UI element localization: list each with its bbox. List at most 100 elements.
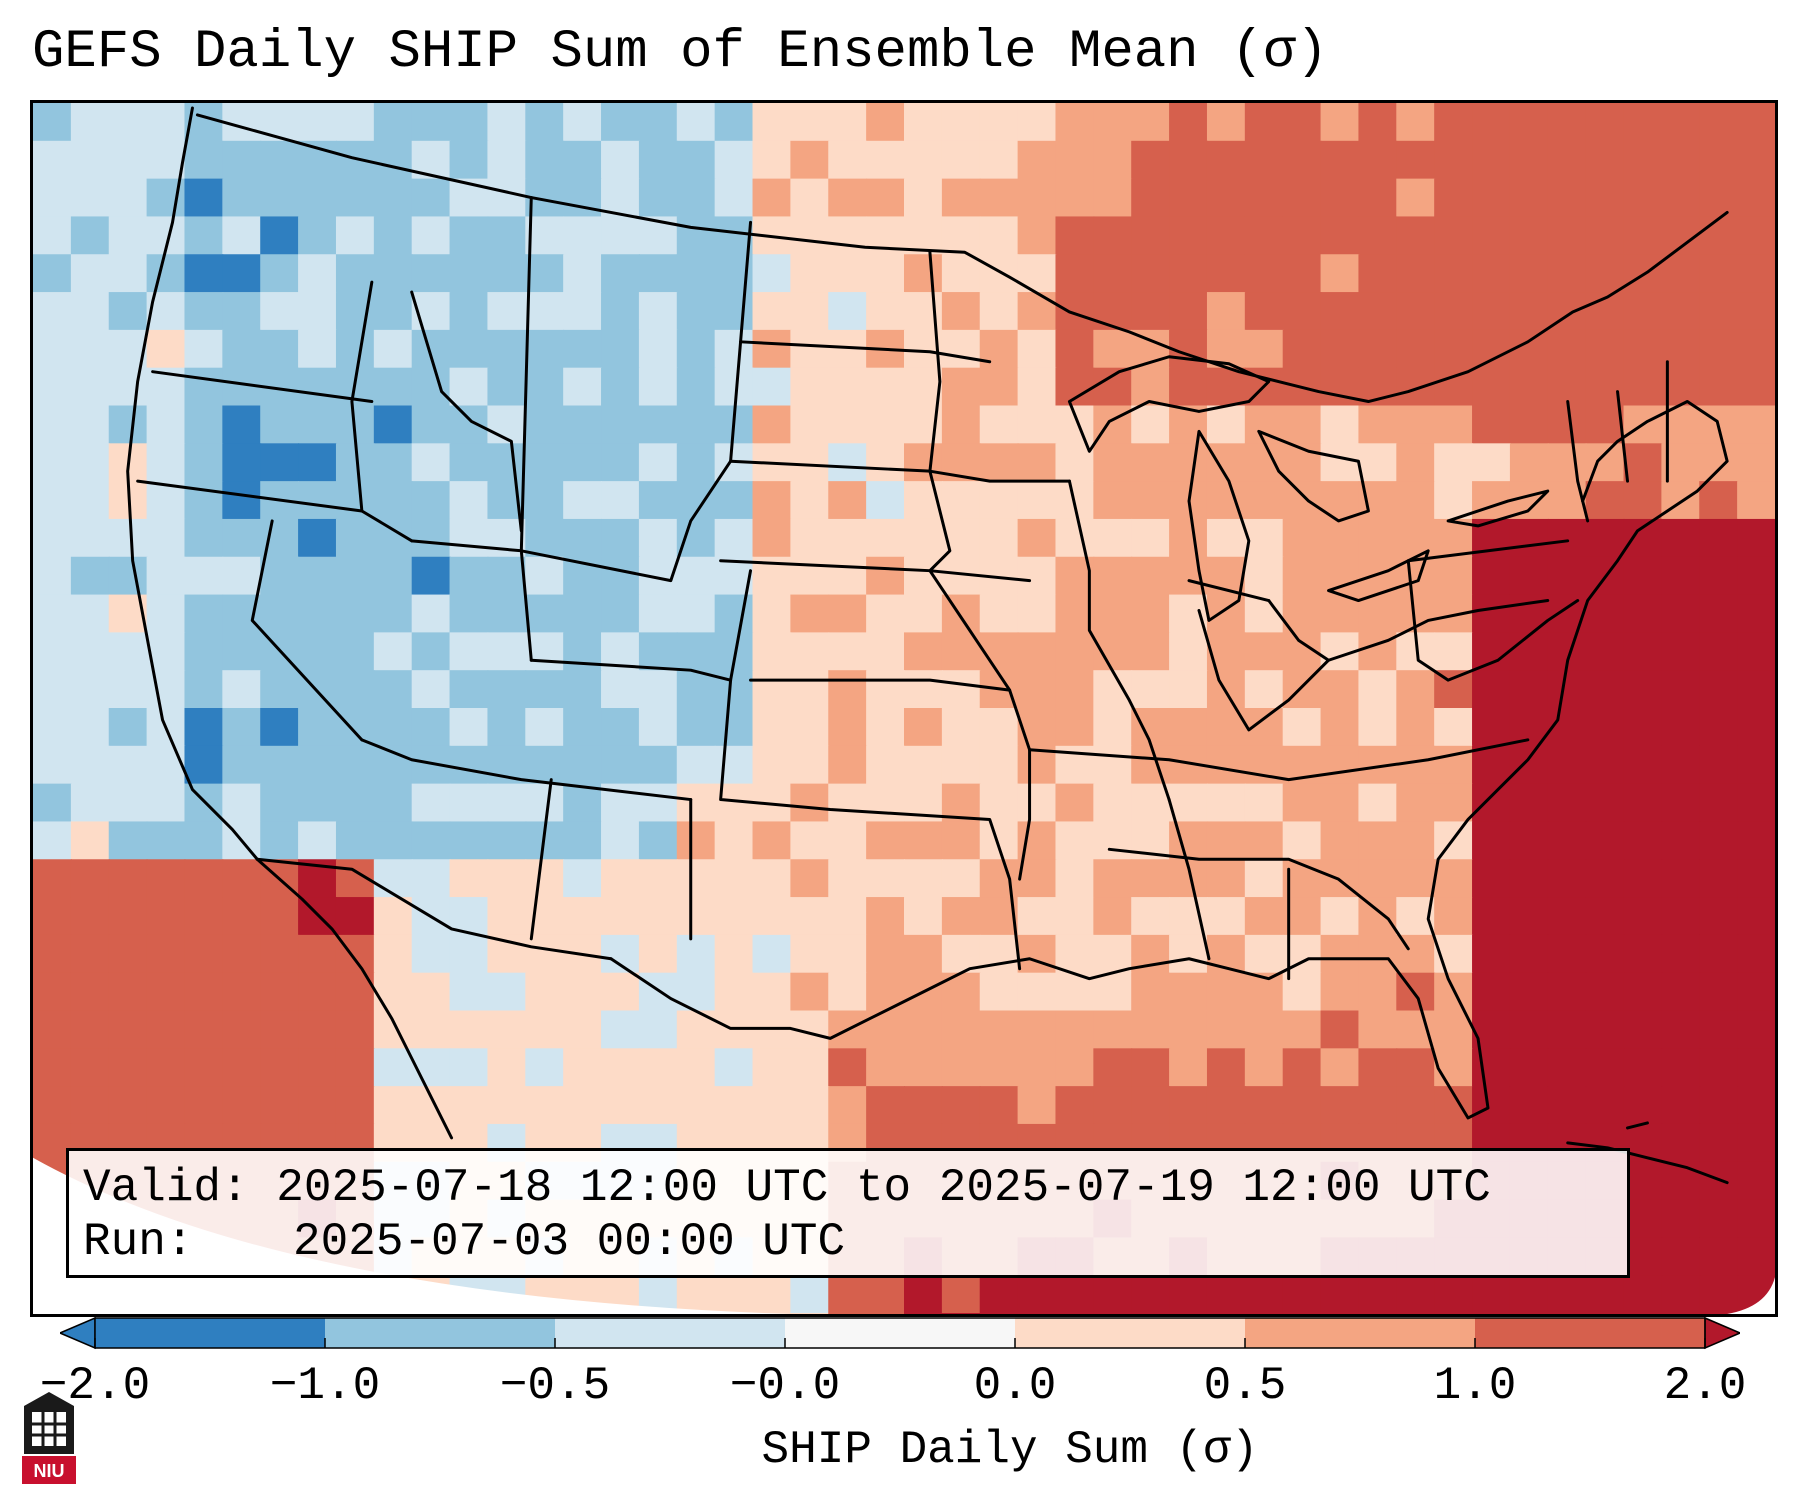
field-cell	[298, 329, 337, 369]
field-cell	[1169, 518, 1208, 558]
field-cell	[1623, 367, 1663, 407]
field-cell	[676, 367, 716, 407]
field-cell	[260, 594, 300, 634]
field-cell	[1169, 1010, 1208, 1050]
field-cell	[1547, 934, 1587, 974]
field-cell	[1017, 1048, 1057, 1088]
field-cell	[941, 1275, 981, 1314]
field-cell	[1623, 594, 1663, 634]
field-cell	[941, 405, 981, 445]
field-cell	[1358, 216, 1398, 256]
field-cell	[146, 140, 186, 180]
field-cell	[1661, 859, 1701, 899]
field-cell	[601, 1086, 640, 1125]
field-cell	[676, 518, 716, 558]
field-cell	[70, 972, 110, 1012]
field-cell	[1623, 897, 1663, 936]
field-cell	[1131, 178, 1171, 218]
run-label: Run:	[83, 1216, 194, 1268]
field-cell	[1055, 783, 1095, 823]
field-cell	[638, 1086, 678, 1125]
field-cell	[449, 292, 489, 331]
field-cell	[1699, 821, 1739, 861]
field-cell	[828, 518, 868, 558]
field-cell	[1358, 405, 1398, 445]
field-cell	[1244, 1313, 1284, 1314]
field-cell	[184, 1086, 224, 1125]
field-cell	[790, 859, 830, 899]
field-cell	[1169, 443, 1208, 483]
field-cell	[260, 670, 300, 709]
field-cell	[1434, 556, 1474, 596]
field-cell	[1396, 140, 1436, 180]
projection-edge-right	[1727, 1277, 1775, 1314]
field-cell	[1699, 745, 1739, 785]
field-cell	[904, 670, 943, 709]
field-cell	[790, 140, 830, 180]
field-cell	[1282, 103, 1322, 142]
field-cell	[1244, 821, 1284, 861]
field-cell	[1244, 632, 1284, 672]
field-cell	[184, 518, 224, 558]
field-cell	[638, 254, 678, 294]
field-cell	[714, 972, 754, 1012]
field-cell	[1737, 972, 1775, 1012]
field-cell	[1093, 708, 1133, 747]
field-cell	[222, 178, 262, 218]
field-cell	[1244, 1275, 1284, 1314]
field-cell	[601, 1048, 640, 1088]
field-cell	[1017, 632, 1057, 672]
field-cell	[676, 1275, 716, 1314]
field-cell	[1093, 254, 1133, 294]
field-cell	[33, 140, 72, 180]
field-cell	[1434, 1313, 1474, 1314]
field-cell	[563, 708, 603, 747]
field-cell	[1699, 103, 1739, 142]
field-cell	[563, 103, 603, 142]
field-cell	[828, 594, 868, 634]
field-cell	[449, 632, 489, 672]
field-cell	[146, 1086, 186, 1125]
colorbar-bin	[785, 1318, 1016, 1348]
field-cell	[1055, 708, 1095, 747]
field-cell	[790, 897, 830, 936]
field-cell	[1244, 934, 1284, 974]
field-cell	[449, 329, 489, 369]
field-cell	[979, 745, 1019, 785]
field-cell	[979, 216, 1019, 256]
field-cell	[1017, 670, 1057, 709]
field-cell	[1169, 140, 1208, 180]
field-cell	[563, 1086, 603, 1125]
field-cell	[373, 783, 413, 823]
field-cell	[1661, 594, 1701, 634]
field-cell	[33, 708, 72, 747]
field-cell	[1623, 632, 1663, 672]
field-cell	[979, 1275, 1019, 1314]
field-cell	[146, 783, 186, 823]
field-cell	[1509, 1010, 1549, 1050]
field-cell	[260, 103, 300, 142]
field-cell	[1169, 1048, 1208, 1088]
field-cell	[1206, 216, 1246, 256]
field-cell	[601, 897, 640, 936]
field-cell	[1547, 708, 1587, 747]
field-cell	[676, 254, 716, 294]
field-cell	[411, 972, 451, 1012]
field-cell	[411, 594, 451, 634]
field-cell	[828, 670, 868, 709]
field-cell	[601, 443, 640, 483]
field-cell	[1699, 1048, 1739, 1088]
field-cell	[941, 1086, 981, 1125]
field-cell	[260, 405, 300, 445]
field-cell	[601, 859, 640, 899]
field-cell	[335, 1086, 375, 1125]
field-cell	[752, 972, 792, 1012]
field-cell	[790, 292, 830, 331]
field-cell	[70, 216, 110, 256]
field-cell	[525, 594, 565, 634]
field-cell	[335, 103, 375, 142]
field-cell	[1131, 1048, 1171, 1088]
field-cell	[1396, 783, 1436, 823]
field-cell	[979, 178, 1019, 218]
field-cell	[1131, 670, 1171, 709]
